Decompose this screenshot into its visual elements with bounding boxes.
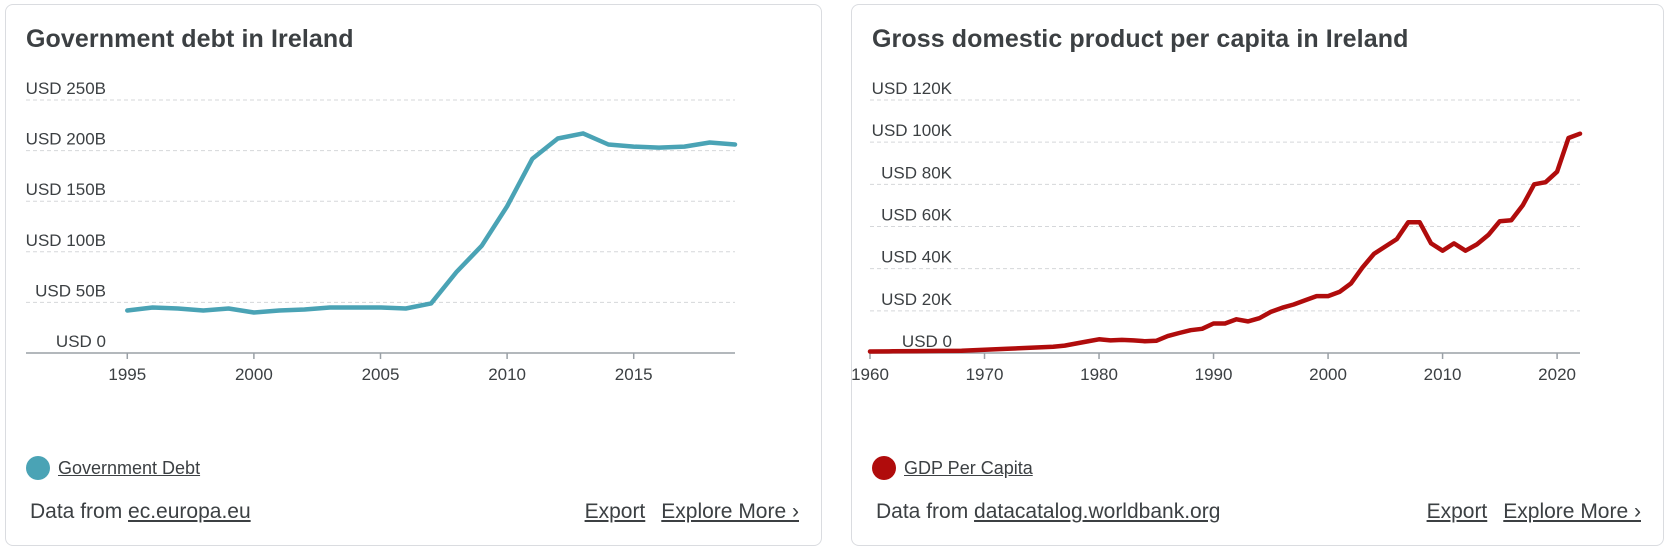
legend-label-government-debt[interactable]: Government Debt xyxy=(58,457,201,478)
series-line xyxy=(125,131,738,315)
government-debt-chart: USD 0 USD 50B USD 100B USD 150B USD 200B USD … xyxy=(26,79,738,384)
x-tick-label: 1970 xyxy=(966,365,1004,384)
y-tick-label: USD 200B xyxy=(26,130,106,149)
legend-label-gdp-per-capita[interactable]: GDP Per Capita xyxy=(904,457,1033,478)
y-tick-label: USD 120K xyxy=(872,79,953,98)
card-footer: Data from datacatalog.worldbank.org Expo… xyxy=(876,499,1641,525)
y-tick-label: USD 20K xyxy=(881,290,953,309)
legend: Government Debt xyxy=(26,455,200,481)
x-tick-label: 1995 xyxy=(108,365,146,384)
x-tick-label: 1960 xyxy=(851,365,889,384)
y-tick-label: USD 150B xyxy=(26,180,106,199)
x-tick-label: 1980 xyxy=(1080,365,1118,384)
y-tick-label: USD 40K xyxy=(881,248,953,267)
export-link[interactable]: Export xyxy=(1426,500,1488,523)
y-tick-label: USD 50B xyxy=(35,281,106,300)
series-line xyxy=(867,131,1583,354)
y-tick-label: USD 0 xyxy=(56,332,106,351)
x-tick-label: 1990 xyxy=(1195,365,1233,384)
x-tick-label: 2020 xyxy=(1538,365,1576,384)
x-tick-label: 2010 xyxy=(1424,365,1462,384)
chart-title: Government debt in Ireland xyxy=(26,25,354,53)
x-tick-label: 2015 xyxy=(615,365,653,384)
chart-title: Gross domestic product per capita in Ire… xyxy=(872,25,1409,53)
x-tick-label: 2005 xyxy=(362,365,400,384)
x-tick-label: 2000 xyxy=(235,365,273,384)
y-tick-label: USD 100K xyxy=(872,121,953,140)
data-source: Data from datacatalog.worldbank.org xyxy=(876,500,1220,524)
y-tick-label: USD 250B xyxy=(26,79,106,98)
footer-actions: Export Explore More › xyxy=(585,500,799,524)
legend-color-swatch xyxy=(26,456,50,480)
data-from-prefix: Data from xyxy=(876,500,969,523)
y-tick-label: USD 100B xyxy=(26,231,106,250)
gdp-per-capita-chart: USD 0 USD 20K USD 40K USD 60K USD 80K USD 100… xyxy=(851,79,1583,384)
card-footer: Data from ec.europa.eu Export Explore Mo… xyxy=(30,499,799,525)
y-tick-label: USD 60K xyxy=(881,206,953,225)
y-tick-label: USD 80K xyxy=(881,163,953,182)
export-link[interactable]: Export xyxy=(584,500,646,523)
government-debt-card: Government debt in Ireland USD 0 USD 50B U… xyxy=(5,4,822,546)
data-source: Data from ec.europa.eu xyxy=(30,500,251,524)
explore-more-link[interactable]: Explore More › xyxy=(1503,500,1641,523)
footer-actions: Export Explore More › xyxy=(1427,500,1641,524)
explore-more-link[interactable]: Explore More › xyxy=(661,500,799,523)
data-from-prefix: Data from xyxy=(30,500,123,523)
y-tick-label: USD 0 xyxy=(902,332,952,351)
legend: GDP Per Capita xyxy=(872,455,1033,481)
gdp-per-capita-card: Gross domestic product per capita in Ire… xyxy=(851,4,1664,546)
legend-color-swatch xyxy=(872,456,896,480)
x-tick-label: 2010 xyxy=(488,365,526,384)
x-tick-label: 2000 xyxy=(1309,365,1347,384)
source-link[interactable]: datacatalog.worldbank.org xyxy=(974,500,1221,523)
source-link[interactable]: ec.europa.eu xyxy=(128,500,251,523)
